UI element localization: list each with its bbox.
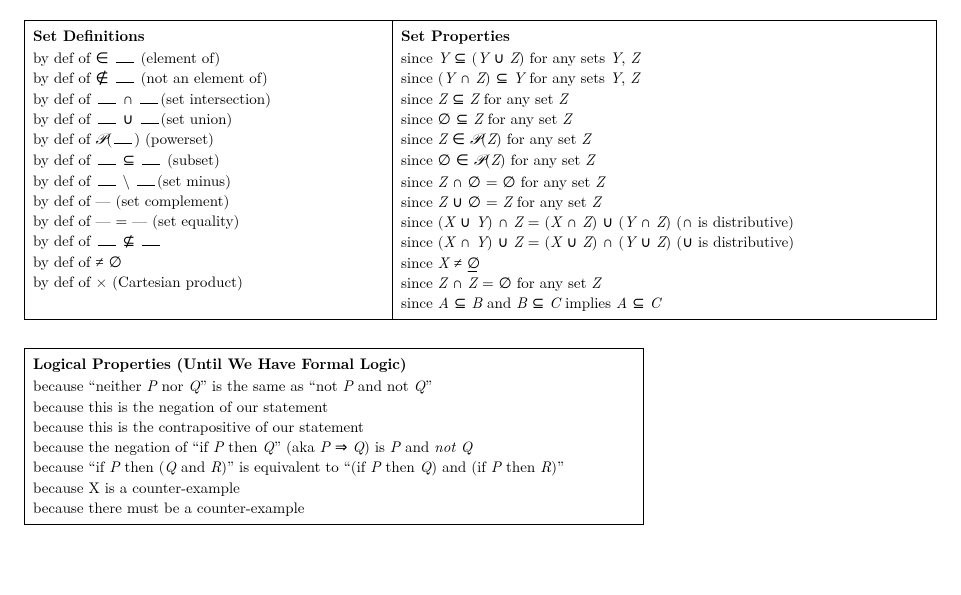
def-item: by def of ⊈ (33, 231, 384, 251)
prop-item: since (X ∪ Y) ∩ Z = (X ∩ Z) ∪ (Y ∩ Z) (∩… (401, 212, 928, 232)
properties-box: Set Properties since Y ⊆ (Y ∪ Z) for any… (392, 20, 937, 320)
prop-item: since Z ∩ ∅ = ∅ for any set Z (401, 172, 928, 192)
prop-item: since Z ∈ 𝒫(Z) for any set Z (401, 129, 928, 150)
logic-item: because “if P then (Q and R)” is equival… (33, 457, 635, 477)
def-item: by def of ∈ (element of) (33, 48, 384, 68)
prop-item: since ∅ ∈ 𝒫(Z) for any set Z (401, 150, 928, 171)
logic-item: because this is the negation of our stat… (33, 397, 635, 417)
logic-item: because X is a counter-example (33, 478, 635, 498)
prop-item: since Y ⊆ (Y ∪ Z) for any sets Y, Z (401, 48, 928, 68)
def-item: by def of ⊆ (subset) (33, 150, 384, 170)
def-item: by def of — = — (set equality) (33, 211, 384, 231)
definitions-box: Set Definitions by def of ∈ (element of)… (24, 20, 392, 320)
def-item: by def of ≠ ∅ (33, 252, 384, 272)
def-item: by def of — (set complement) (33, 191, 384, 211)
prop-item: since Z ∪ ∅ = Z for any set Z (401, 192, 928, 212)
def-item: by def of ∉ (not an element of) (33, 68, 384, 88)
prop-item: since A ⊆ B and B ⊆ C implies A ⊆ C (401, 293, 928, 313)
logic-item: because the negation of “if P then Q” (a… (33, 437, 635, 457)
prop-item: since (Y ∩ Z) ⊆ Y for any sets Y, Z (401, 68, 928, 88)
logic-header: Logical Properties (Until We Have Formal… (33, 353, 635, 374)
properties-header: Set Properties (401, 25, 928, 46)
prop-item: since X ≠ ∅ (401, 253, 928, 273)
logic-item: because there must be a counter-example (33, 498, 635, 518)
prop-item: since Z ∩ Z = ∅ for any set Z (401, 273, 928, 293)
top-row: Set Definitions by def of ∈ (element of)… (24, 20, 937, 320)
def-item: by def of 𝒫() (powerset) (33, 129, 384, 150)
logic-box: Logical Properties (Until We Have Formal… (24, 348, 644, 525)
def-item: by def of × (Cartesian product) (33, 272, 384, 292)
prop-item: since ∅ ⊆ Z for any set Z (401, 109, 928, 129)
definitions-header: Set Definitions (33, 25, 384, 46)
def-item: by def of ∩ (set intersection) (33, 89, 384, 109)
def-item: by def of ∪ (set union) (33, 109, 384, 129)
logic-item: because this is the contrapositive of ou… (33, 417, 635, 437)
prop-item: since (X ∩ Y) ∪ Z = (X ∪ Z) ∩ (Y ∪ Z) (∪… (401, 232, 928, 252)
def-item: by def of \ (set minus) (33, 171, 384, 191)
logic-item: because “neither P nor Q” is the same as… (33, 376, 635, 396)
prop-item: since Z ⊆ Z for any set Z (401, 89, 928, 109)
